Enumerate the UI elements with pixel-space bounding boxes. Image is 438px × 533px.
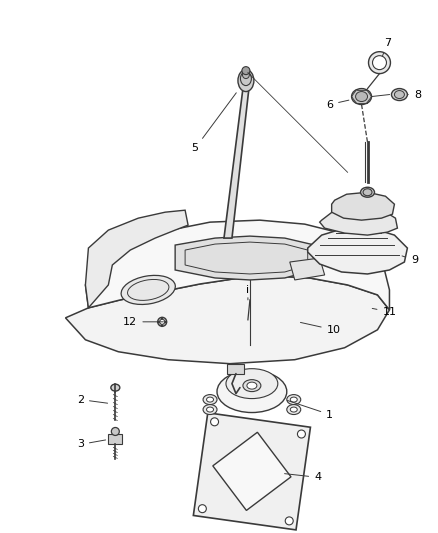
- Ellipse shape: [183, 328, 313, 356]
- Polygon shape: [224, 88, 249, 238]
- Text: 12: 12: [123, 317, 163, 327]
- Ellipse shape: [392, 88, 407, 101]
- Text: 8: 8: [407, 90, 421, 100]
- Ellipse shape: [318, 247, 346, 263]
- Ellipse shape: [111, 384, 120, 391]
- Ellipse shape: [360, 187, 374, 197]
- Ellipse shape: [207, 407, 213, 412]
- Ellipse shape: [285, 517, 293, 525]
- Ellipse shape: [247, 382, 257, 389]
- Ellipse shape: [240, 71, 251, 86]
- Text: 1: 1: [287, 400, 333, 419]
- Polygon shape: [175, 236, 314, 280]
- Text: 6: 6: [326, 100, 349, 109]
- Ellipse shape: [313, 244, 350, 266]
- Ellipse shape: [290, 397, 297, 402]
- Ellipse shape: [321, 253, 342, 267]
- Ellipse shape: [203, 405, 217, 415]
- Ellipse shape: [244, 307, 252, 313]
- Ellipse shape: [363, 189, 372, 196]
- Ellipse shape: [217, 370, 287, 413]
- Polygon shape: [308, 228, 407, 274]
- Polygon shape: [213, 432, 291, 511]
- Ellipse shape: [368, 52, 390, 74]
- Ellipse shape: [297, 430, 305, 438]
- Ellipse shape: [238, 70, 254, 92]
- Ellipse shape: [243, 379, 261, 392]
- Text: 9: 9: [402, 255, 418, 265]
- Text: 7: 7: [382, 38, 391, 56]
- Ellipse shape: [395, 91, 404, 99]
- Ellipse shape: [203, 394, 217, 405]
- Ellipse shape: [111, 427, 119, 435]
- Polygon shape: [320, 206, 397, 235]
- Polygon shape: [196, 314, 300, 342]
- Text: 4: 4: [285, 472, 321, 482]
- Ellipse shape: [191, 335, 305, 355]
- Text: 3: 3: [77, 439, 106, 449]
- Ellipse shape: [290, 407, 297, 412]
- Ellipse shape: [287, 394, 301, 405]
- Text: 10: 10: [300, 322, 341, 335]
- Ellipse shape: [242, 71, 249, 78]
- Polygon shape: [66, 276, 389, 364]
- Text: i: i: [246, 285, 250, 300]
- Text: 5: 5: [191, 93, 236, 154]
- Ellipse shape: [160, 319, 165, 324]
- Ellipse shape: [121, 276, 175, 304]
- Polygon shape: [85, 220, 389, 310]
- Polygon shape: [108, 434, 122, 445]
- Polygon shape: [290, 258, 325, 280]
- Polygon shape: [332, 192, 395, 220]
- Ellipse shape: [198, 505, 206, 513]
- Ellipse shape: [352, 88, 371, 104]
- Ellipse shape: [211, 418, 219, 426]
- Ellipse shape: [226, 369, 278, 399]
- Polygon shape: [85, 210, 188, 308]
- Text: 11: 11: [372, 307, 396, 317]
- Ellipse shape: [207, 397, 213, 402]
- Ellipse shape: [372, 55, 386, 70]
- Ellipse shape: [356, 92, 367, 101]
- Text: 2: 2: [77, 394, 108, 405]
- Polygon shape: [193, 413, 311, 530]
- Ellipse shape: [158, 317, 167, 326]
- Ellipse shape: [242, 67, 250, 75]
- Ellipse shape: [287, 405, 301, 415]
- Polygon shape: [227, 364, 244, 374]
